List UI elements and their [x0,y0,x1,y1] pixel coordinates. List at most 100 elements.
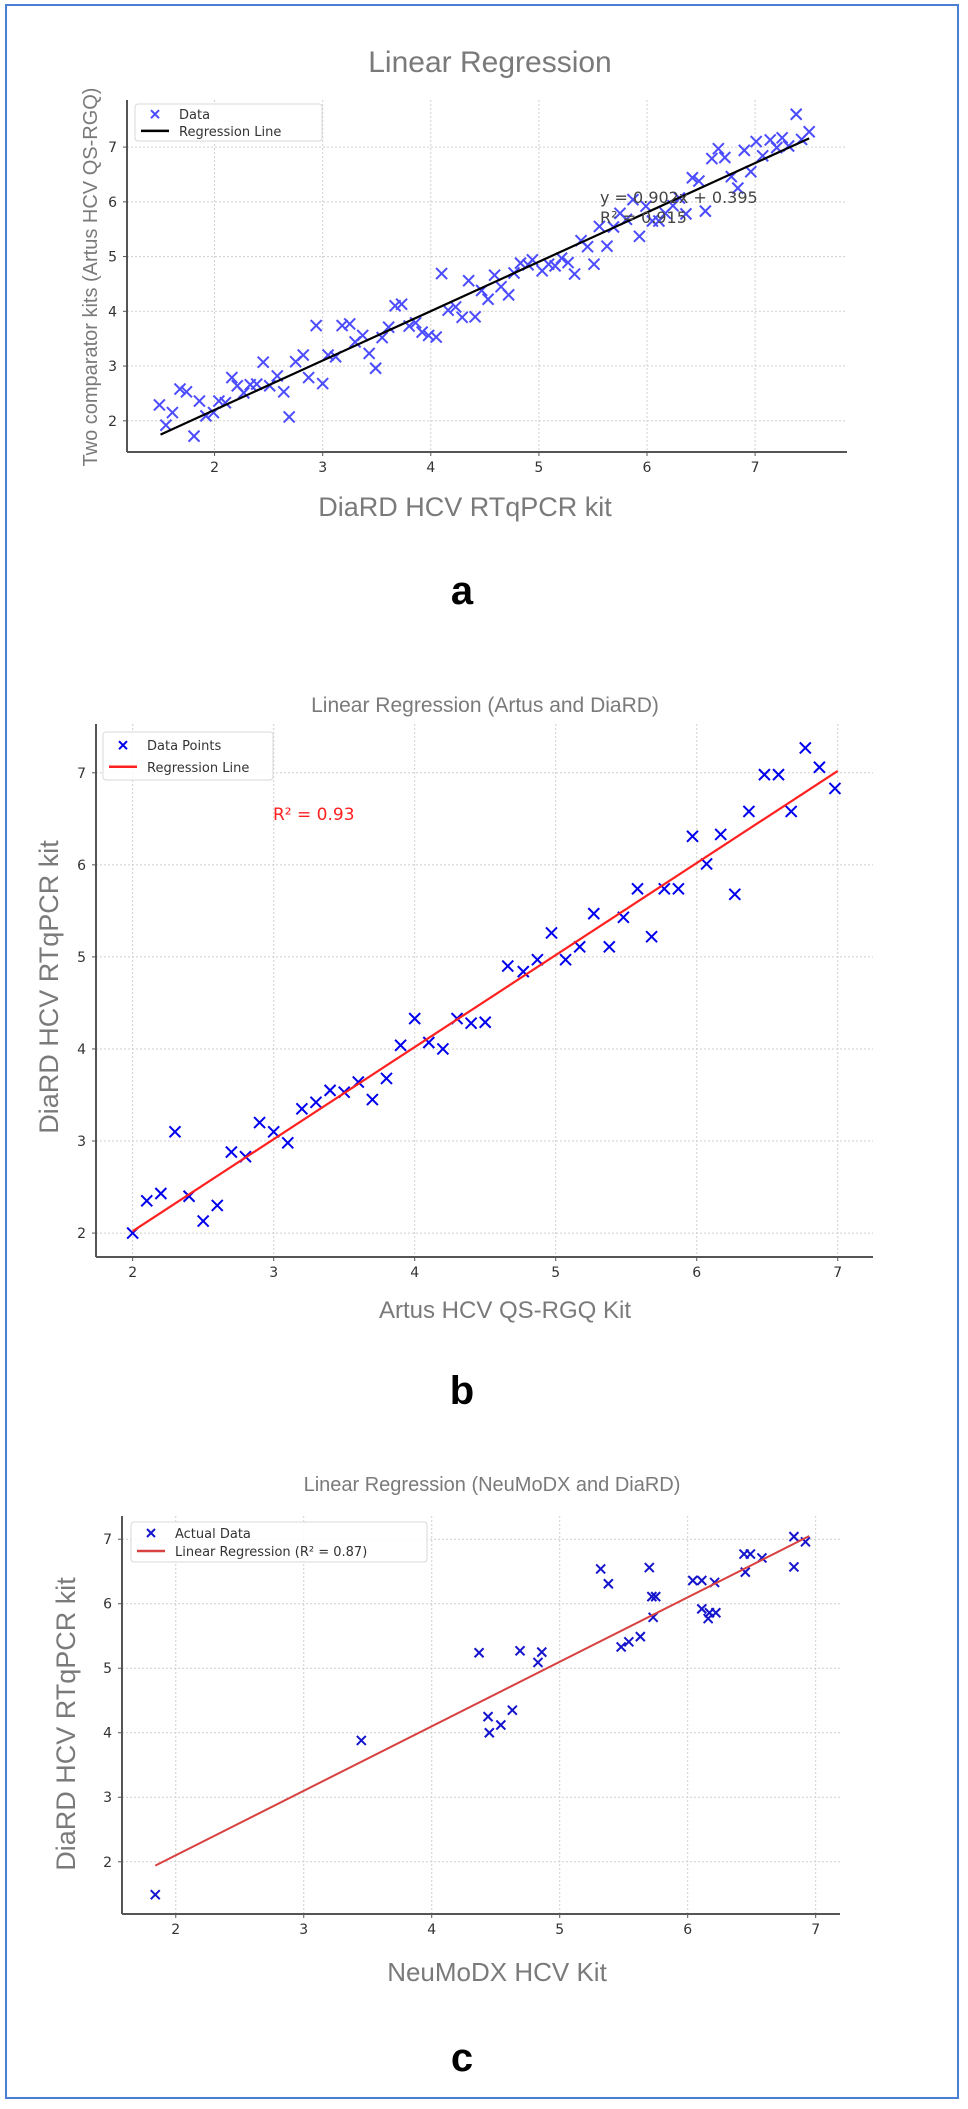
chart-b-data-point [366,1093,379,1106]
chart-a-marker-stroke [468,310,482,323]
chart-a-data-point [561,256,575,269]
chart-c-x-tick-label: 2 [171,1922,180,1938]
chart-b-marker-stroke [828,782,842,795]
chart-c-data-point [687,1575,699,1586]
chart-b-data-point [772,768,785,781]
chart-c-data-point [595,1563,606,1575]
chart-b: Linear Regression (Artus and DiaRD) Artu… [34,694,873,1413]
chart-c-y-tick-label: 5 [103,1661,112,1677]
chart-a-data-point [395,297,408,311]
chart-a-marker-stroke [802,125,816,138]
chart-a-marker-stroke [764,133,777,147]
chart-c: Linear Regression (NeuMoDX and DiaRD) Ne… [51,1474,840,2080]
chart-a-xlabel: DiaRD HCV RTqPCR kit [318,492,612,522]
chart-a-marker-stroke [526,253,539,267]
chart-b-ylabel: DiaRD HCV RTqPCR kit [34,840,64,1134]
chart-a-marker-stroke [356,329,369,342]
chart-b-data-point [253,1116,266,1129]
chart-a-marker-stroke [593,220,606,233]
chart-b-x-tick-label: 5 [551,1265,560,1281]
chart-b-data-point [603,940,616,953]
chart-c-legend-marker-icon [146,1528,156,1538]
chart-b-marker-stroke [225,1145,238,1159]
chart-a-marker-stroke [449,300,462,314]
chart-c-marker-stroke [745,1548,756,1560]
chart-c-data-point [532,1657,544,1668]
chart-a-x-tick-label: 7 [751,460,760,476]
chart-a-marker-stroke [441,304,455,317]
chart-a-data-point [718,151,732,164]
chart-c-marker-stroke [484,1727,495,1738]
chart-b-marker-stroke [154,1187,168,1200]
chart-a-data-point [455,311,469,324]
chart-a-marker-stroke [343,317,356,331]
chart-a-marker-stroke [633,230,646,243]
chart-b-marker-stroke [772,768,785,781]
chart-a-data-point [153,398,166,412]
chart-a-data-point [581,240,594,253]
chart-b-marker-stroke [813,761,826,774]
chart-b-data-point [211,1199,224,1212]
chart-a-marker-stroke [600,239,614,253]
chart-a-marker-stroke [309,319,323,332]
chart-b-marker-stroke [587,907,600,920]
chart-a-data-point [744,165,757,178]
chart-b-marker-stroke [517,965,530,978]
chart-a-data-point [316,377,329,390]
chart-b-data-point [464,1016,478,1030]
chart-b-marker-stroke [728,888,742,901]
chart-a-marker-stroke [277,385,290,398]
chart-a-marker-stroke [153,398,166,412]
chart-a-data-point [705,152,719,165]
panel-label-c: c [451,2036,473,2080]
chart-a-data-point [502,288,515,302]
chart-a-marker-stroke [180,385,193,398]
chart-c-data-point [702,1613,714,1624]
chart-a-marker-stroke [775,131,789,144]
chart-c-regression-line [154,1535,810,1867]
chart-b-legend: Data Points Regression Line [102,731,274,781]
chart-a-data-point [382,320,395,334]
chart-a-data-point [180,385,193,398]
chart-b-r-squared: R² = 0.93 [273,805,355,825]
chart-b-data-point [813,761,826,774]
chart-b-x-tick-label: 4 [410,1265,419,1281]
chart-c-marker-stroke [623,1636,635,1647]
chart-a-y-tick-label: 7 [108,140,117,156]
chart-a-marker-stroke [744,165,757,178]
chart-c-marker-stroke [644,1562,655,1573]
chart-a-marker-stroke [613,207,627,220]
chart-a-marker-stroke [712,142,725,155]
chart-b-marker-stroke [394,1039,407,1052]
chart-a: Linear Regression DiaRD HCV RTqPCR kit T… [80,46,847,613]
chart-b-marker-stroke [253,1116,266,1129]
chart-a-marker-stroke [362,347,376,360]
chart-c-ylabel: DiaRD HCV RTqPCR kit [51,1577,81,1871]
chart-a-data-point [193,394,206,408]
chart-b-marker-stroke [617,911,630,924]
chart-a-marker-stroke [455,311,469,324]
chart-c-data-point [356,1735,367,1746]
chart-a-marker-stroke [409,316,422,330]
chart-b-marker-stroke [267,1125,280,1139]
chart-b-legend-marker-icon [118,740,128,750]
chart-b-data-point [785,805,798,818]
chart-a-data-point [699,204,712,218]
chart-c-marker-stroke [687,1575,699,1586]
chart-a-data-point [435,267,448,280]
chart-c-data-point [495,1719,507,1731]
chart-c-marker-stroke [788,1531,800,1542]
chart-c-marker-stroke [507,1704,518,1716]
chart-a-marker-stroke [173,382,187,396]
chart-a-marker-stroke [568,267,581,281]
chart-a-data-point [626,193,640,206]
chart-c-x-tick-label: 4 [427,1922,436,1938]
chart-c-data-point [615,1641,627,1653]
chart-b-y-tick-label: 2 [77,1226,86,1242]
chart-a-marker-stroke [789,108,803,121]
chart-a-data-point [462,274,475,287]
chart-a-ylabel: Two comparator kits (Artus HCV QS-RGQ) [80,88,102,467]
chart-c-data-point [484,1727,495,1738]
chart-c-marker-stroke [740,1566,751,1578]
chart-a-data-point [187,429,201,443]
